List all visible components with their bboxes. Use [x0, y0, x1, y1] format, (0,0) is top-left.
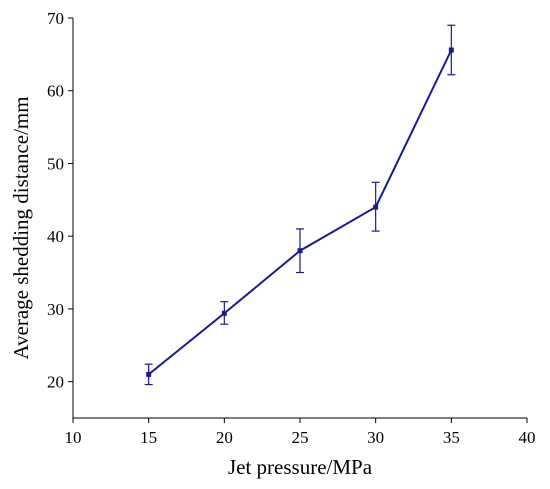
- data-point: [373, 204, 379, 210]
- x-tick-label: 25: [292, 428, 309, 447]
- series-layer: [144, 24, 456, 386]
- y-tick-label: 70: [47, 9, 64, 28]
- x-axis-title: Jet pressure/MPa: [228, 455, 373, 479]
- y-tick-label: 60: [47, 82, 64, 101]
- series-line: [148, 49, 453, 376]
- x-tick-label: 20: [216, 428, 233, 447]
- data-point: [448, 47, 454, 53]
- x-tick-label: 30: [367, 428, 384, 447]
- x-tick-label: 15: [140, 428, 157, 447]
- y-tick-label: 40: [47, 227, 64, 246]
- data-point: [146, 371, 152, 377]
- x-tick-label: 10: [65, 428, 82, 447]
- y-axis-title: Average shedding distance/mm: [9, 96, 33, 359]
- x-axis-ticks: 10 15 20 25 30 35 40: [65, 418, 536, 447]
- data-point: [221, 310, 227, 316]
- y-tick-label: 20: [47, 373, 64, 392]
- y-tick-label: 50: [47, 154, 64, 173]
- axes: [72, 18, 527, 419]
- y-axis-ticks: 20 30 40 50 60 70: [47, 9, 73, 392]
- x-tick-label: 35: [443, 428, 460, 447]
- data-point: [297, 248, 303, 254]
- y-tick-label: 30: [47, 300, 64, 319]
- x-tick-label: 40: [519, 428, 536, 447]
